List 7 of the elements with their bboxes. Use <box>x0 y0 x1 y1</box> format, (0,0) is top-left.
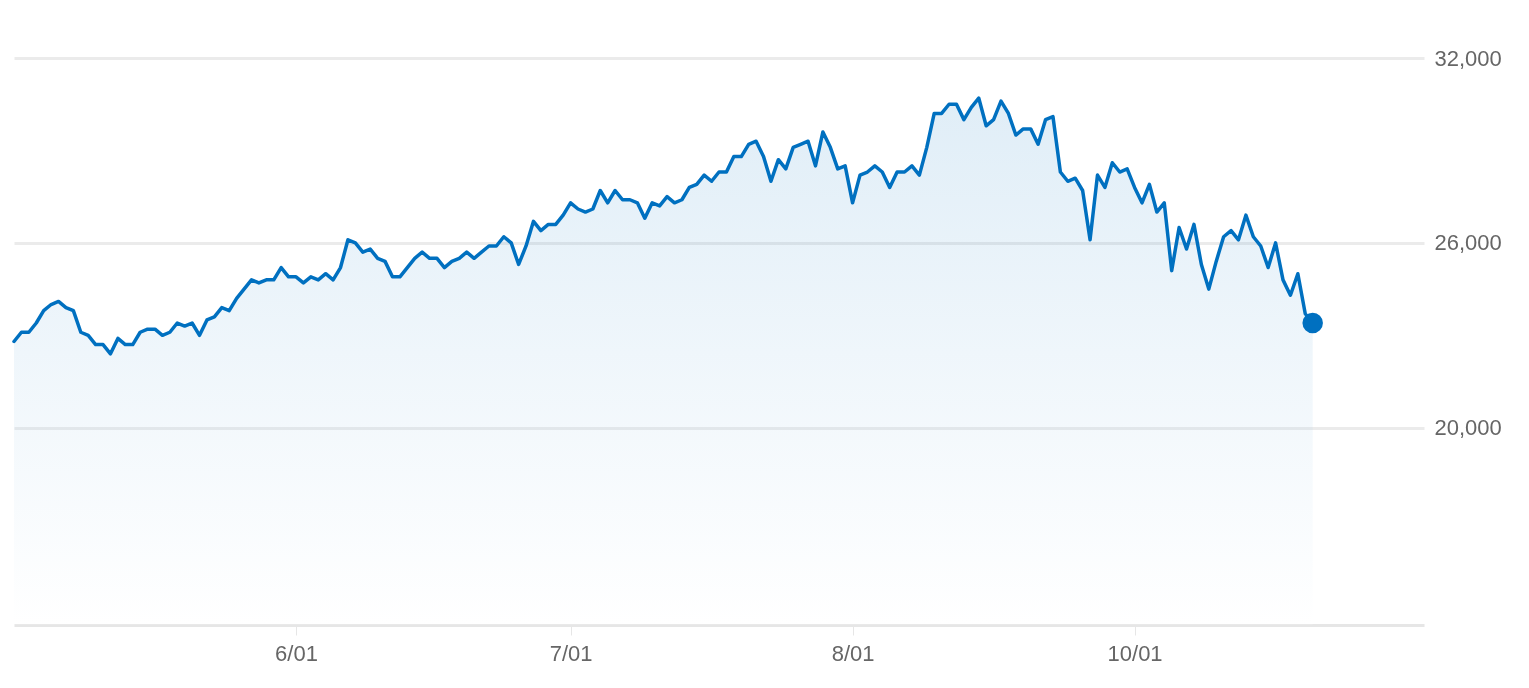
y-tick-label: 32,000 <box>1434 45 1502 71</box>
y-tick-label: 20,000 <box>1434 415 1502 441</box>
x-tick-label: 8/01 <box>831 640 875 666</box>
x-tick-label: 10/01 <box>1107 640 1163 666</box>
x-tick-label: 6/01 <box>275 640 318 666</box>
y-tick-label: 26,000 <box>1434 230 1502 256</box>
x-tick-label: 7/01 <box>549 640 593 666</box>
